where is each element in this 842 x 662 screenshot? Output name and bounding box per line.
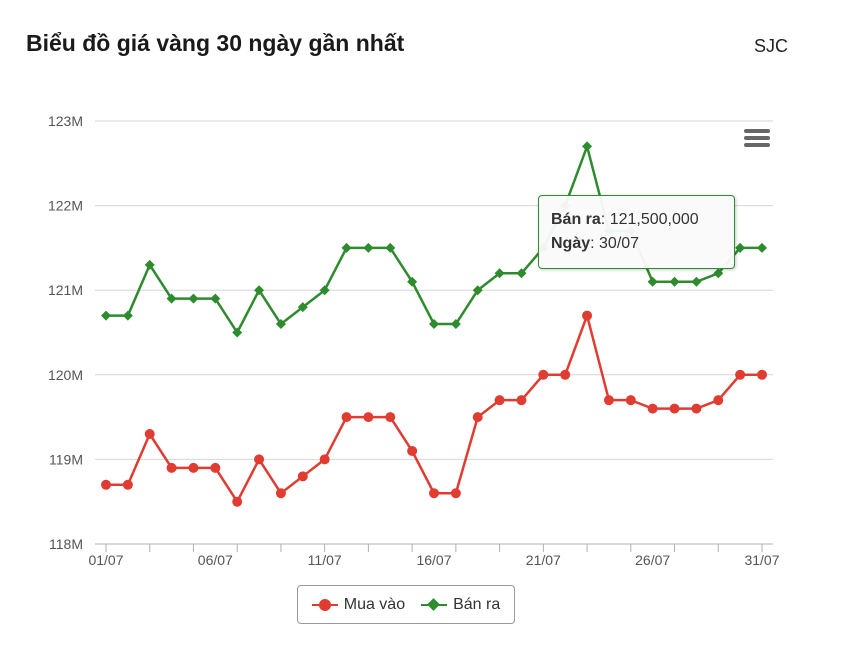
- x-tick-label: 26/07: [635, 552, 670, 568]
- series-line: [106, 314, 762, 503]
- y-tick-label: 122M: [48, 198, 83, 214]
- data-point: [450, 319, 461, 330]
- data-point: [472, 412, 483, 423]
- data-point: [232, 496, 243, 507]
- data-point: [254, 285, 265, 296]
- data-point: [516, 268, 527, 279]
- data-point: [144, 259, 155, 270]
- data-point: [363, 242, 374, 253]
- chart-menu-icon[interactable]: [742, 126, 772, 152]
- data-point: [297, 471, 308, 482]
- data-point: [757, 242, 767, 253]
- data-point: [560, 369, 571, 380]
- data-point: [122, 310, 133, 321]
- data-point: [166, 462, 177, 473]
- data-point: [101, 479, 111, 490]
- chart-tooltip: Bán ra: 121,500,000 Ngày: 30/07: [538, 195, 735, 269]
- x-tick-label: 21/07: [526, 552, 561, 568]
- data-point: [407, 445, 418, 456]
- data-point: [210, 462, 221, 473]
- data-point: [385, 242, 396, 253]
- data-point: [713, 395, 724, 406]
- x-tick-label: 06/07: [198, 552, 233, 568]
- page-title: Biểu đồ giá vàng 30 ngày gần nhất: [26, 30, 405, 56]
- data-point: [735, 369, 746, 380]
- data-point: [275, 488, 286, 499]
- data-point: [625, 395, 636, 406]
- data-point: [647, 403, 658, 414]
- legend-diamond-icon: [421, 598, 448, 612]
- data-point: [735, 242, 746, 253]
- data-point: [429, 319, 439, 330]
- data-point: [647, 276, 658, 287]
- y-tick-label: 120M: [48, 367, 83, 383]
- data-point: [341, 242, 352, 253]
- y-tick-label: 123M: [48, 113, 83, 129]
- data-point: [319, 454, 330, 465]
- tooltip-series-label: Bán ra: [551, 211, 601, 228]
- data-point: [669, 276, 680, 287]
- data-point: [341, 412, 352, 423]
- data-point: [582, 141, 593, 152]
- legend-circle-icon: [311, 598, 338, 612]
- y-tick-label: 119M: [49, 451, 83, 467]
- tooltip-date: : 30/07: [590, 235, 640, 252]
- x-tick-label: 11/07: [308, 552, 342, 568]
- data-point: [297, 302, 308, 313]
- data-point: [166, 293, 177, 304]
- x-tick-label: 31/07: [744, 552, 779, 568]
- data-point: [472, 285, 483, 296]
- data-point: [669, 403, 680, 414]
- data-point: [691, 276, 702, 287]
- data-point: [188, 462, 199, 473]
- tooltip-date-label: Ngày: [551, 235, 591, 252]
- data-point: [101, 310, 111, 321]
- legend-item-sell[interactable]: Bán ra: [421, 596, 500, 614]
- source-label: SJC: [753, 36, 788, 56]
- y-tick-label: 121M: [48, 282, 83, 298]
- data-point: [385, 412, 396, 423]
- legend-label-sell: Bán ra: [453, 595, 501, 613]
- data-point: [275, 319, 286, 330]
- data-point: [538, 369, 549, 380]
- data-point: [450, 488, 461, 499]
- data-point: [232, 327, 243, 338]
- data-point: [582, 310, 593, 321]
- x-tick-label: 01/07: [88, 552, 123, 568]
- legend-item-buy[interactable]: Mua vào: [311, 595, 406, 614]
- data-point: [188, 293, 199, 304]
- data-point: [122, 479, 133, 490]
- chart-legend: Mua vào Bán ra: [297, 585, 515, 624]
- data-point: [494, 395, 505, 406]
- data-point: [254, 454, 265, 465]
- data-point: [691, 403, 702, 414]
- data-point: [757, 369, 767, 380]
- data-point: [407, 276, 418, 287]
- data-point: [319, 285, 330, 296]
- data-point: [603, 395, 614, 406]
- data-point: [210, 293, 221, 304]
- data-point: [144, 429, 155, 440]
- tooltip-value: : 121,500,000: [600, 211, 699, 228]
- x-tick-label: 16/07: [416, 552, 451, 568]
- legend-label-buy: Mua vào: [343, 595, 406, 613]
- y-tick-label: 118M: [49, 536, 83, 552]
- data-point: [429, 488, 439, 499]
- data-point: [363, 412, 374, 423]
- data-point: [516, 395, 527, 406]
- data-point: [713, 268, 724, 279]
- data-point: [494, 268, 505, 279]
